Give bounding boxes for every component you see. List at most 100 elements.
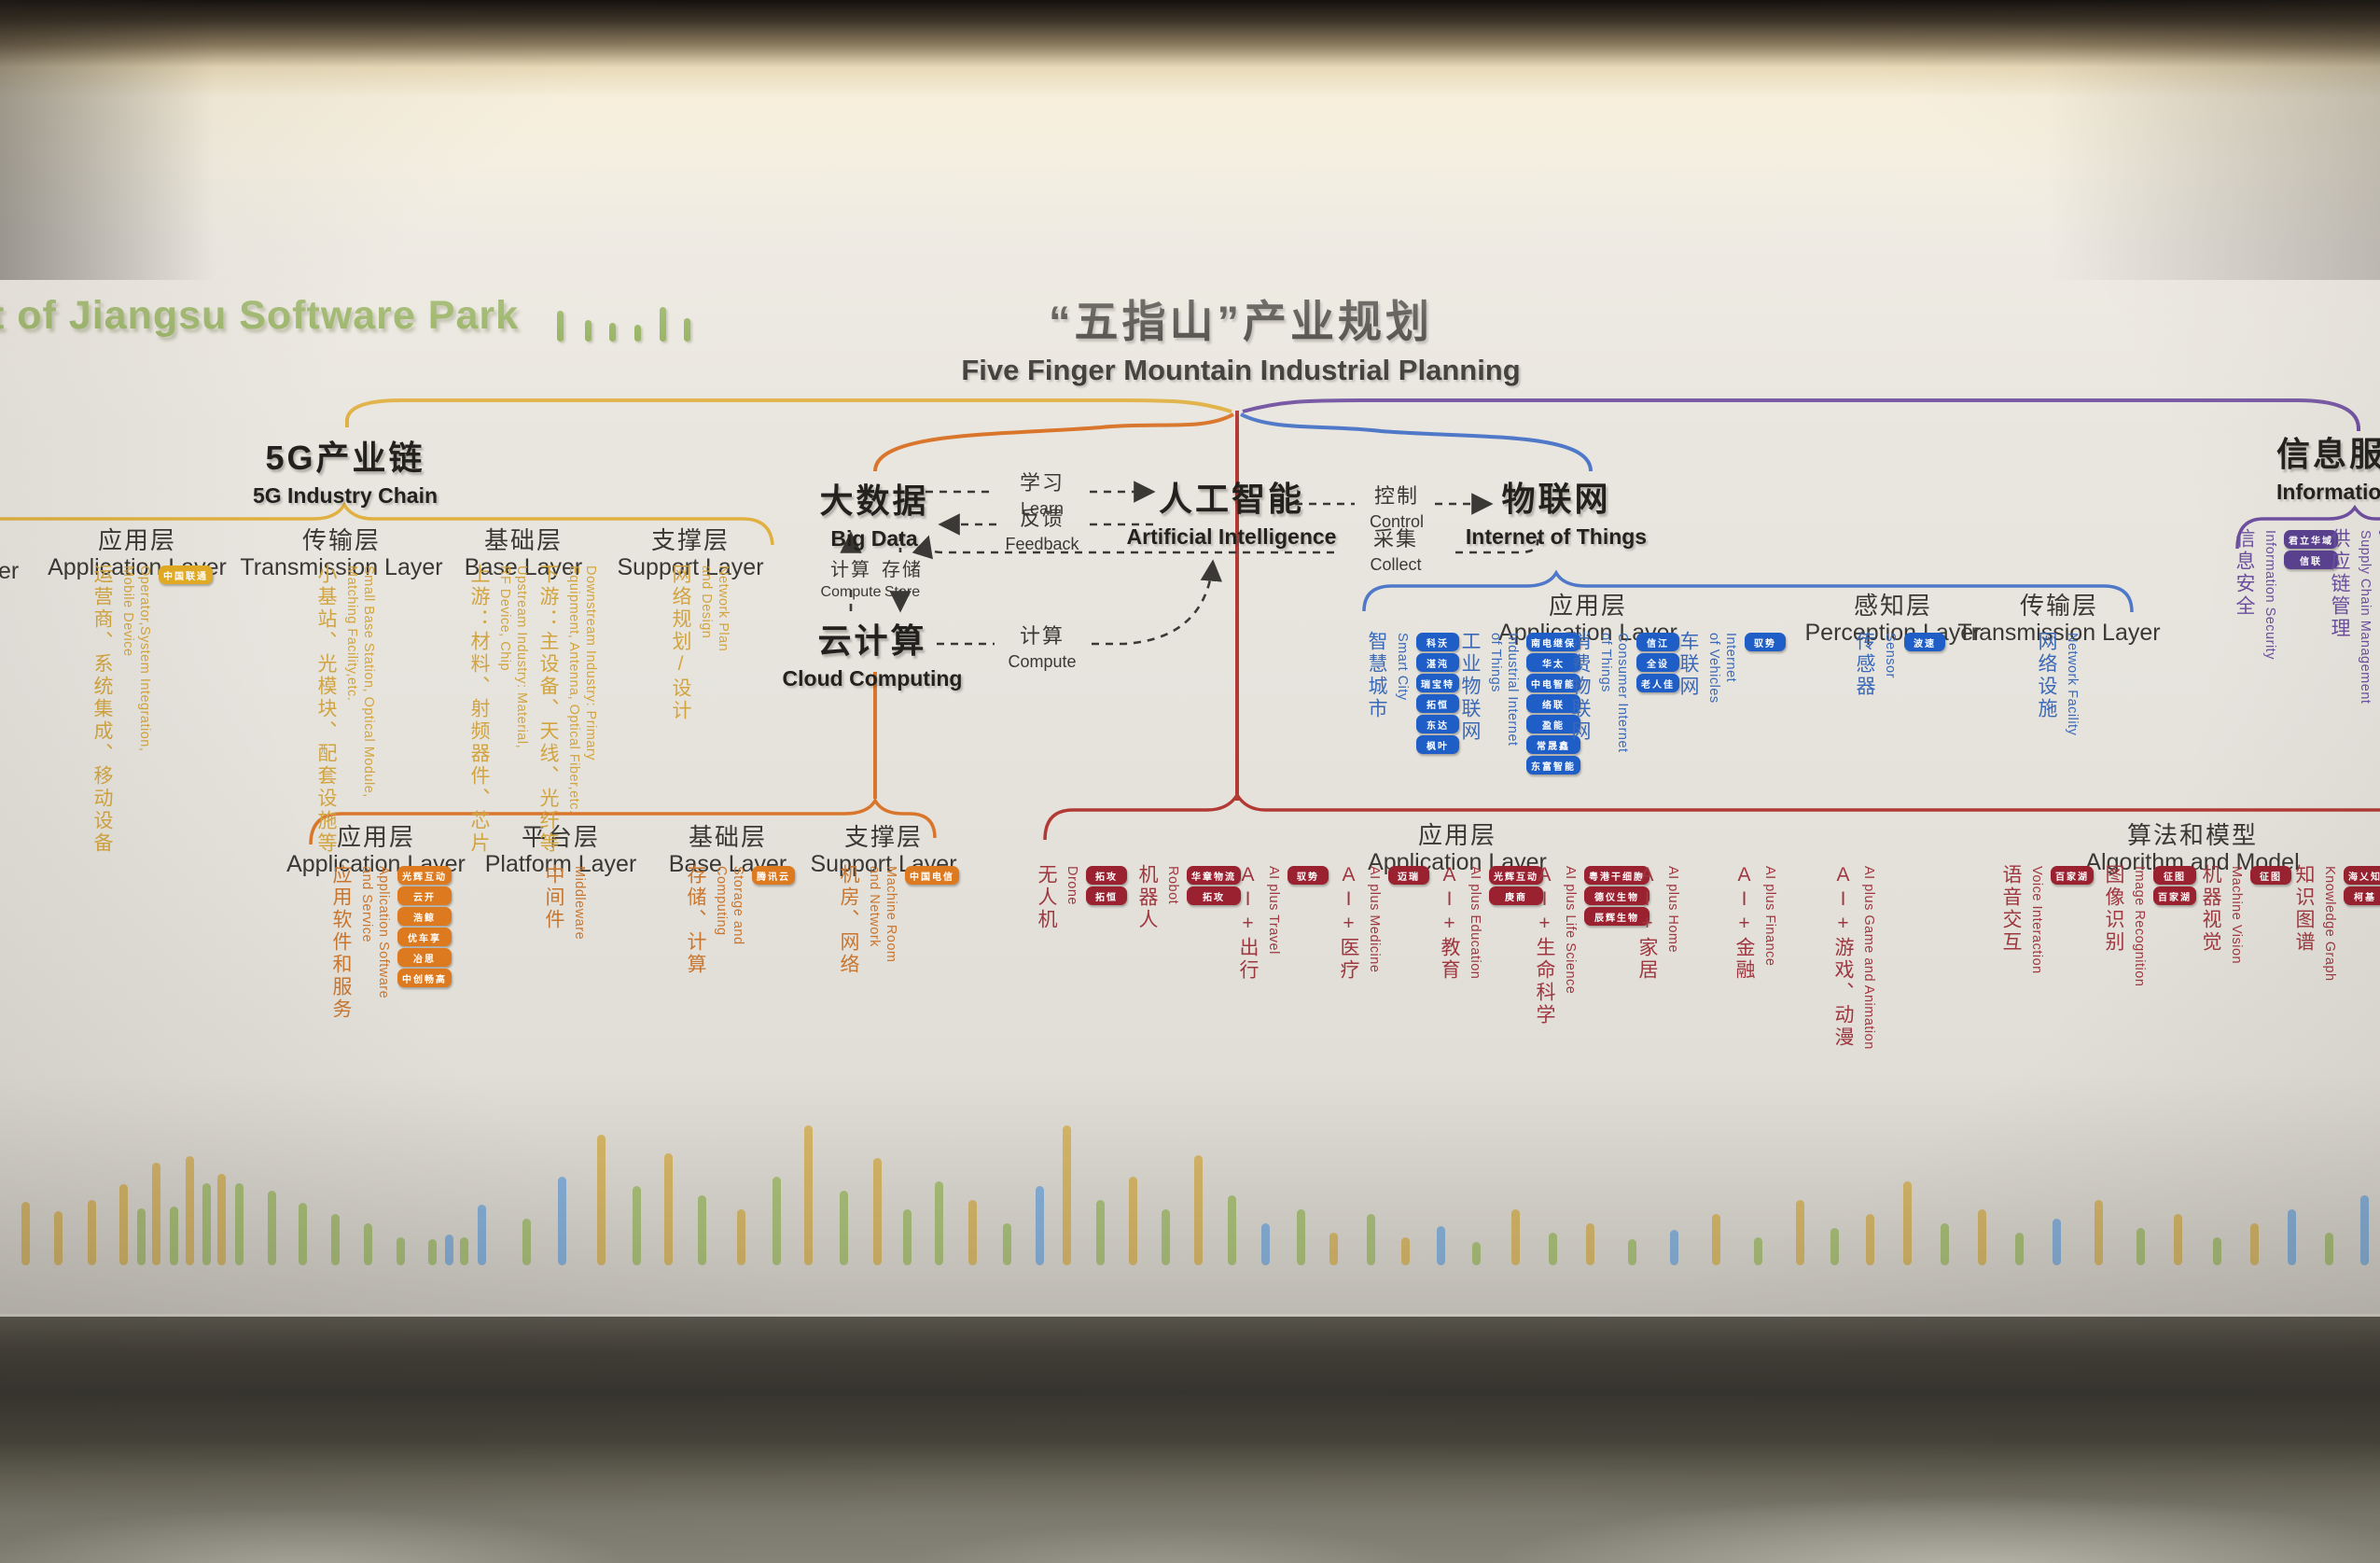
layer-heading: 支撑层 Support Layer <box>810 823 956 878</box>
node-info-en: Information <box>2276 480 2380 504</box>
industry-column: AI+教育 AI plus Education 光辉互动 庚商 <box>1437 864 1543 982</box>
layer-heading-en: Platform Layer <box>484 851 637 877</box>
company-tag: 辰辉生物 <box>1584 907 1649 926</box>
brace-info <box>2235 504 2380 550</box>
column-tags: 南电继保 华太 中电智能 络联 盈能 常晟鑫 东富智能 <box>1526 631 1580 775</box>
column-tags: 华章物流 拓攻 <box>1187 864 1241 905</box>
company-tag: 征图 <box>2250 866 2291 885</box>
flow-compute-cn: 计算 <box>829 560 871 580</box>
decorative-bar <box>1003 1223 1011 1265</box>
layer-heading: 基础层 Base Layer <box>465 526 582 581</box>
flow-control-cn: 控制 <box>1373 484 1419 508</box>
industry-column: AI+游戏、动漫 AI plus Game and Animation <box>1830 864 1883 1050</box>
industry-column: AI+医疗 AI plus Medicine 迈瑞 <box>1336 864 1429 982</box>
decorative-bar <box>633 1186 641 1265</box>
decorative-bar <box>873 1158 882 1265</box>
company-tag: 信江 <box>1636 633 1679 651</box>
column-en: Middleware <box>572 866 587 941</box>
company-tag: 拓攻 <box>1187 886 1241 905</box>
node-bigdata-cn: 大数据 <box>819 481 929 520</box>
industry-column: 供应链管理 Supply Chain Management <box>2327 528 2380 704</box>
decorative-bar <box>737 1209 745 1265</box>
column-en: Smart City <box>1395 633 1410 701</box>
column-cn: AI+教育 <box>1439 864 1460 982</box>
layer-heading: 传输层 Transmission Layer <box>1957 592 2160 647</box>
company-tag: 庚商 <box>1489 886 1543 905</box>
industry-column: 机房、网络 Machine Room and Network 中国电信 <box>836 864 959 976</box>
decorative-bar <box>903 1209 912 1265</box>
layer-heading: 平台层 Platform Layer <box>485 823 637 878</box>
decorative-bar <box>1796 1200 1804 1265</box>
decorative-bar <box>235 1183 244 1265</box>
decorative-bar <box>772 1177 781 1265</box>
decorative-bar <box>1096 1200 1105 1265</box>
decorative-bar <box>2136 1228 2145 1265</box>
decorative-bar <box>186 1156 194 1265</box>
layer-heading-cn: 传输层 <box>301 526 382 554</box>
company-tag: 华太 <box>1526 653 1580 672</box>
layer-heading-cn: 支撑层 <box>843 823 924 851</box>
decorative-bar <box>2213 1237 2221 1265</box>
column-cn: 供应链管理 <box>2329 528 2350 640</box>
node-iot-en: Internet of Things <box>1465 524 1648 549</box>
industry-column: 工业物联网 Industrial Internet of Things 南电继保… <box>1457 631 1580 775</box>
company-tag: 粤港干细胞 <box>1584 866 1649 885</box>
company-tag: 科沃 <box>1416 633 1459 651</box>
column-cn: 无人机 <box>1036 864 1057 931</box>
decorative-bar <box>522 1219 531 1265</box>
decorative-bar <box>1866 1214 1874 1265</box>
company-tag: 海乂知 <box>2344 866 2380 885</box>
company-tag: 中创畅高 <box>397 969 452 987</box>
column-tags: 科沃 湛沌 瑞宝特 拓恒 东达 枫叶 <box>1416 631 1459 754</box>
node-cloud-en: Cloud Computing <box>782 666 963 691</box>
column-en: Downstream Industry: Primary Equipment, … <box>566 565 598 815</box>
company-tag: 信联 <box>2284 551 2338 569</box>
node-ai-cn: 人工智能 <box>1158 480 1305 518</box>
decorative-bar <box>299 1203 307 1265</box>
layer-heading-cn: 基础层 <box>483 526 563 554</box>
column-tags: 腾讯云 <box>752 864 795 885</box>
flow-collect-left <box>912 535 1334 560</box>
company-tag: 驭势 <box>1745 633 1786 651</box>
column-cn: 机器人 <box>1136 864 1158 931</box>
flow-feedback-cn: 反馈 <box>1019 507 1065 530</box>
layer-heading-en: Perception Layer <box>1804 620 1982 646</box>
industry-column: 小基站、光模块、配套设施等 Small Base Station, Optica… <box>313 564 383 855</box>
layer-heading: 感知层 Perception Layer <box>1804 592 1981 647</box>
company-tag: 迈瑞 <box>1388 866 1429 885</box>
node-5g-en: 5G Industry Chain <box>252 483 438 508</box>
layer-heading-cn: 应用层 <box>97 526 177 554</box>
decorative-bar <box>935 1181 943 1265</box>
brace-iot <box>1362 569 2134 613</box>
column-tags: 中国电信 <box>905 864 959 885</box>
decorative-bar <box>2250 1223 2259 1265</box>
decorative-bar <box>217 1174 226 1265</box>
industry-column: 消费物联网 Consumer Internet of Things 信江 全设 老人… <box>1567 631 1679 753</box>
company-tag: 络联 <box>1526 694 1580 713</box>
decorative-bar <box>1903 1181 1912 1265</box>
flow-collect-right <box>1455 538 1539 554</box>
decorative-bar <box>1261 1223 1270 1265</box>
column-tags: 信江 全设 老人佳 <box>1636 631 1679 692</box>
decorative-bar <box>119 1184 128 1265</box>
layer-heading-cn: 感知层 <box>1853 592 1933 620</box>
decorative-bar <box>170 1207 178 1265</box>
decorative-bar <box>460 1237 468 1265</box>
industry-column: 知识图谱 Knowledge Graph 海乂知 柯基 <box>2291 864 2380 982</box>
column-cn: 机房、网络 <box>838 864 859 976</box>
flow-learn-en: Learn <box>1020 499 1065 518</box>
decorative-bar <box>397 1237 405 1265</box>
column-tags: 百家湖 <box>2051 864 2094 885</box>
decorative-bar <box>2325 1233 2333 1265</box>
column-tags: 迈瑞 <box>1388 864 1429 885</box>
layer-heading-en: Transmission Layer <box>240 554 443 580</box>
column-cn: AI+金融 <box>1733 864 1755 982</box>
column-tags: 中国联通 <box>159 564 213 584</box>
industry-column: AI+生命科学 AI plus Life Science 粤港干细胞 德仪生物 辰辉… <box>1532 864 1649 1026</box>
column-cn: AI+家居 <box>1636 864 1658 982</box>
column-en: Knowledge Graph <box>2322 866 2337 982</box>
column-en: Supply Chain Management <box>2358 530 2373 705</box>
company-tag: 华章物流 <box>1187 866 1241 885</box>
column-tags: 征图 百家湖 <box>2153 864 2196 905</box>
flow-learn-cn: 学习 <box>1019 471 1065 495</box>
